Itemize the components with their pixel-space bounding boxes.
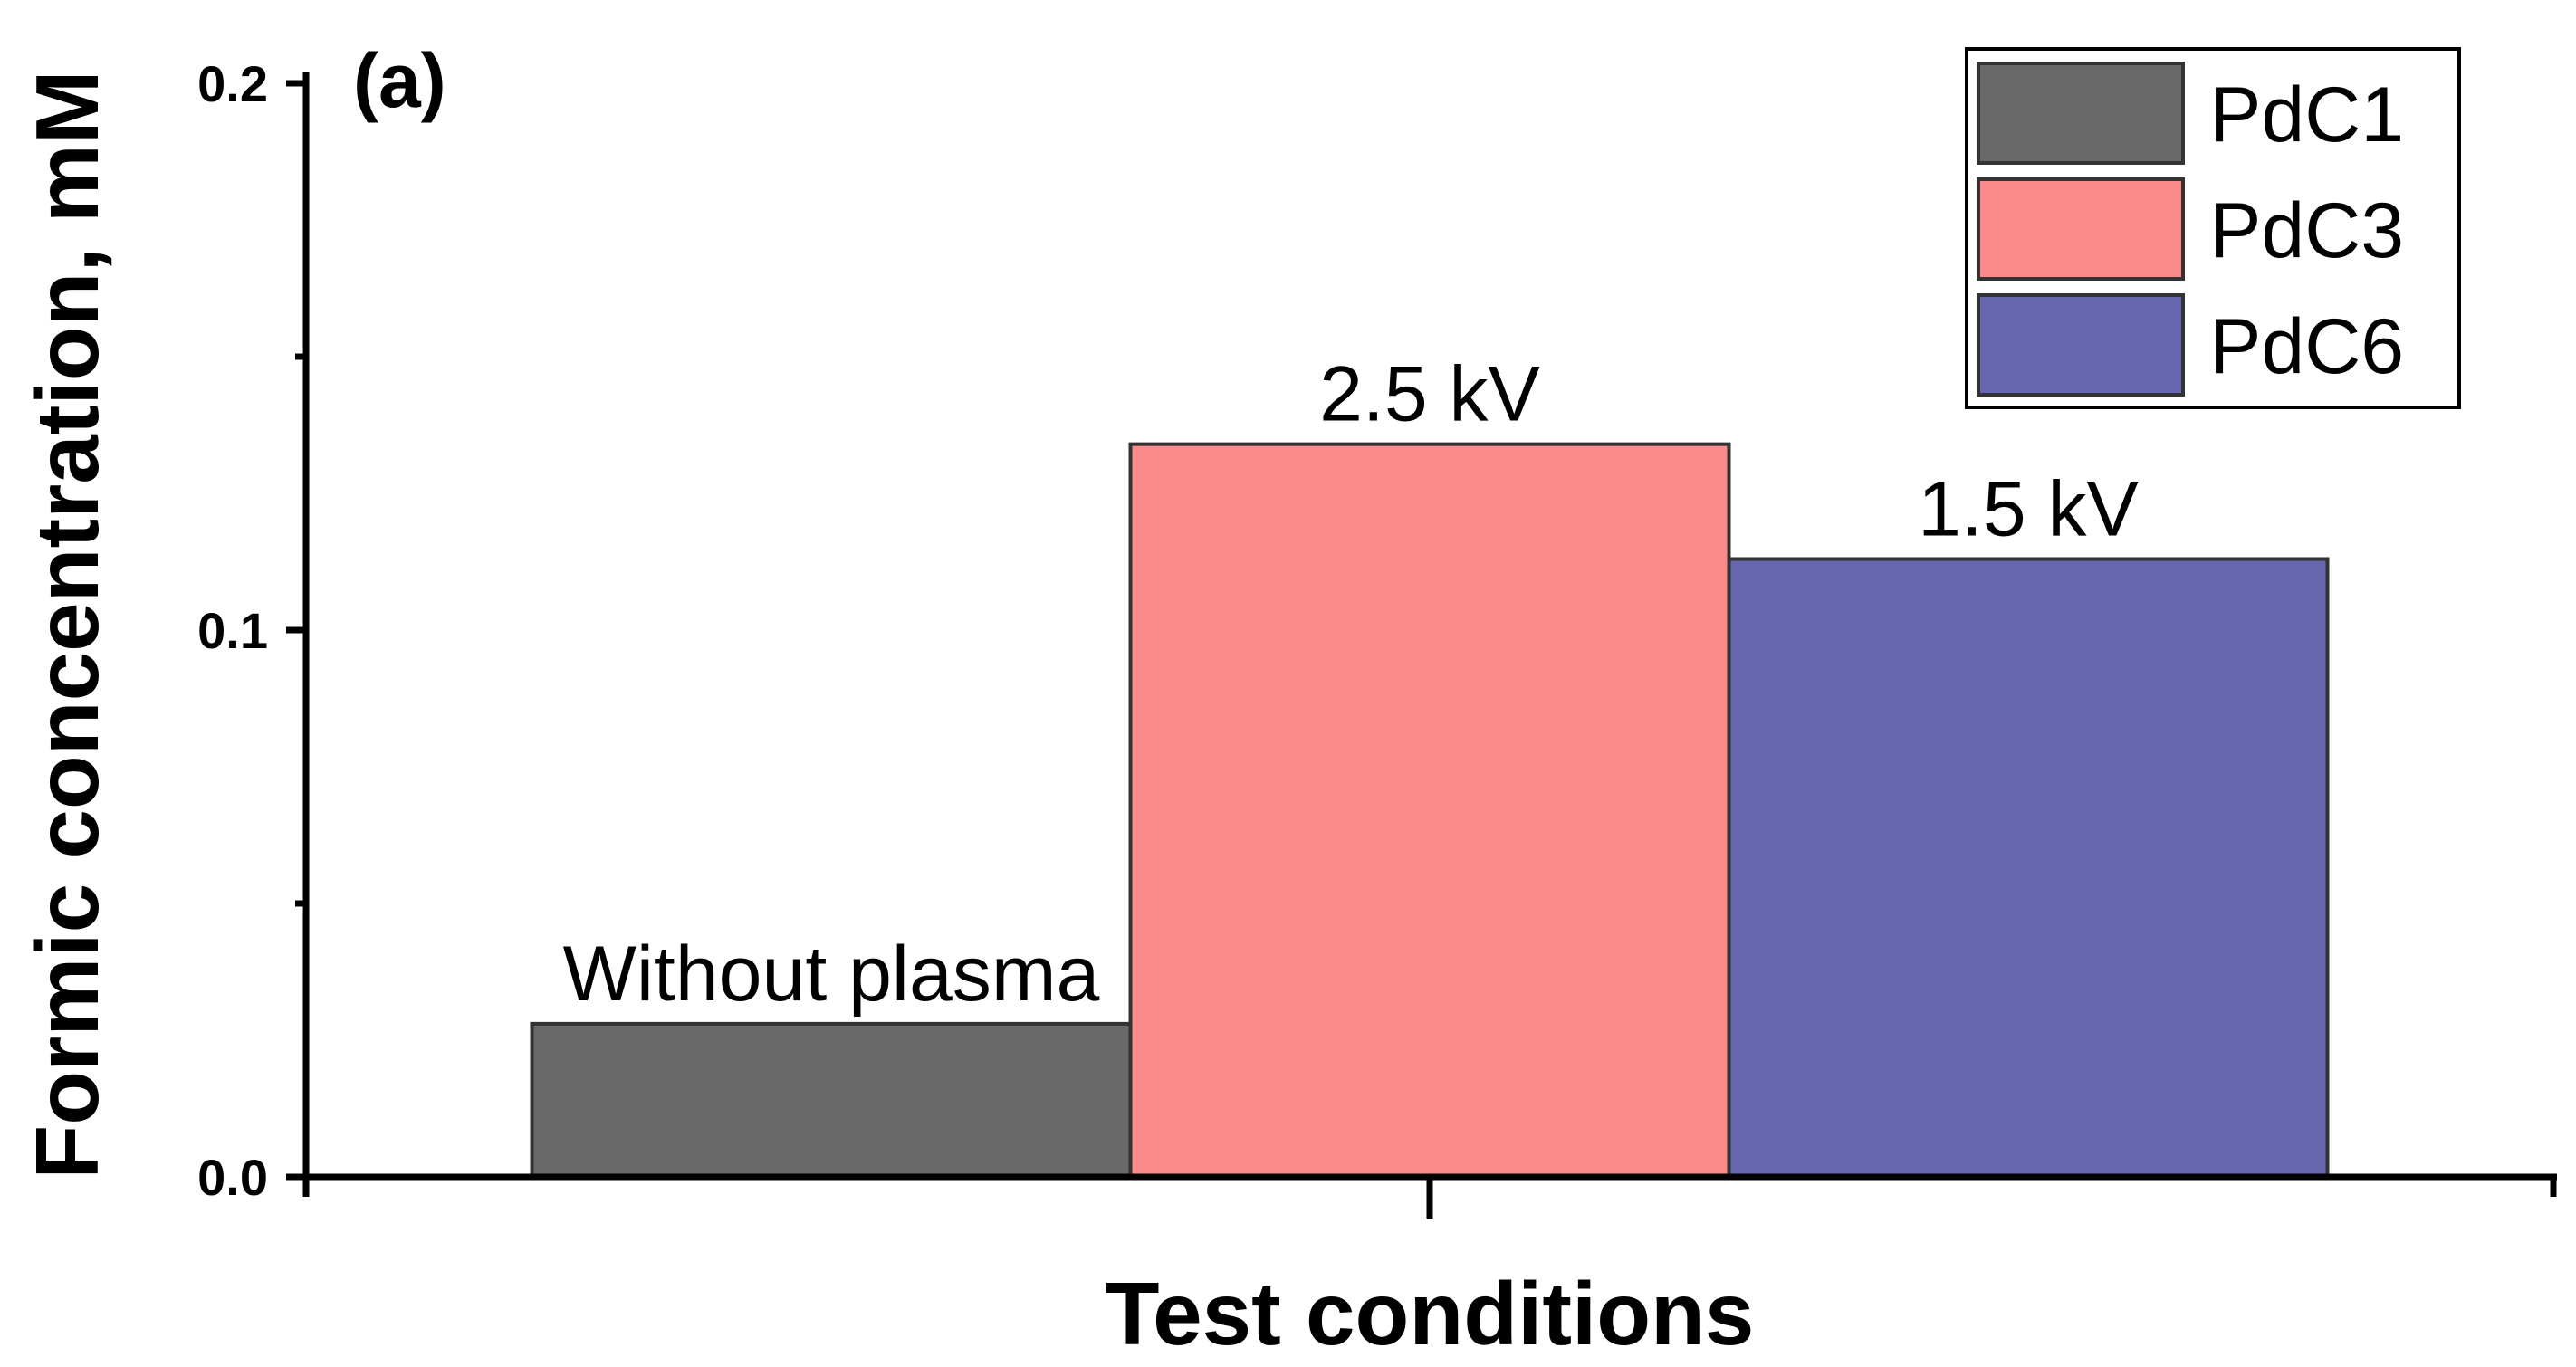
legend-swatch-pdc6 xyxy=(1977,293,2185,397)
bar-annotation-pdc1: Without plasma xyxy=(563,931,1100,1018)
y-ticks-group: 0.0 0.1 0.2 xyxy=(197,55,306,1206)
bar-annotation-pdc3: 2.5 kV xyxy=(1319,351,1540,438)
legend-items-group: PdC1 PdC3 PdC6 xyxy=(1977,62,2404,397)
y-axis-title: Formic concentration, mM xyxy=(17,70,117,1179)
y-tick-label: 0.2 xyxy=(197,55,268,112)
panel-label: (a) xyxy=(353,38,446,123)
legend-label-pdc3: PdC3 xyxy=(2209,187,2404,274)
legend-swatch-pdc3 xyxy=(1977,177,2185,281)
y-tick-label: 0.0 xyxy=(197,1149,268,1206)
x-axis-title: Test conditions xyxy=(1106,1264,1755,1363)
x-ticks-group xyxy=(302,1177,2557,1219)
bar-annotations-group: Without plasma 2.5 kV 1.5 kV xyxy=(563,351,2139,1018)
legend-label-pdc1: PdC1 xyxy=(2209,72,2404,158)
legend-label-pdc6: PdC6 xyxy=(2209,303,2404,390)
bar-pdc1 xyxy=(530,1021,1133,1179)
legend-swatch-pdc1 xyxy=(1977,62,2185,165)
bars-group xyxy=(530,442,2330,1179)
legend: PdC1 PdC3 PdC6 xyxy=(1965,47,2461,409)
bar-pdc6 xyxy=(1727,557,2330,1179)
bar-pdc3 xyxy=(1128,442,1731,1179)
bar-annotation-pdc6: 1.5 kV xyxy=(1918,465,2139,552)
y-tick-label: 0.1 xyxy=(197,602,268,659)
